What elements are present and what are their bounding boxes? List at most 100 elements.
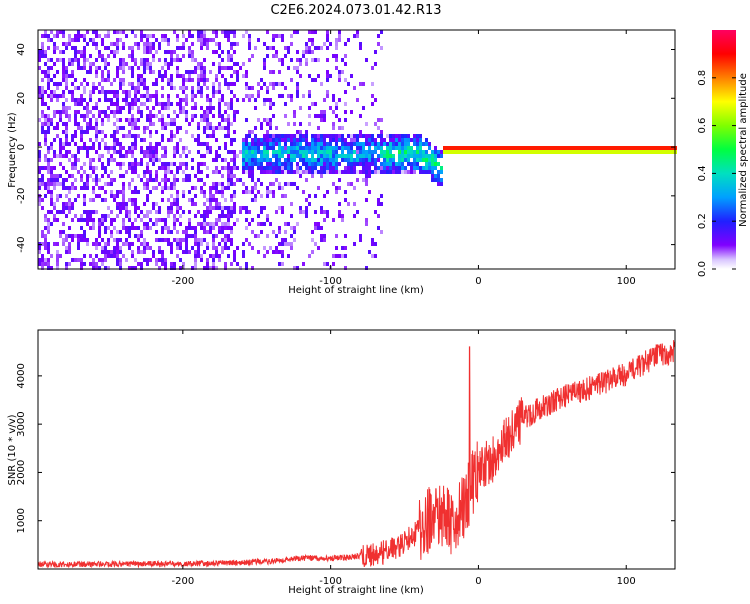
heatmap-cell <box>227 118 230 122</box>
heatmap-cell <box>380 150 383 154</box>
heatmap-cell <box>77 110 80 114</box>
spectrogram-x-tick-label: 100 <box>617 276 636 287</box>
heatmap-cell <box>389 162 392 166</box>
heatmap-cell <box>365 222 368 226</box>
heatmap-cell <box>395 170 398 174</box>
heatmap-cell <box>230 122 233 126</box>
heatmap-cell <box>164 226 167 230</box>
heatmap-cell <box>215 126 218 130</box>
heatmap-cell <box>356 30 359 34</box>
heatmap-cell <box>140 158 143 162</box>
heatmap-cell <box>329 158 332 162</box>
heatmap-cell <box>551 146 554 150</box>
heatmap-cell <box>311 146 314 150</box>
heatmap-cell <box>80 218 83 222</box>
heatmap-cell <box>461 146 464 150</box>
heatmap-cell <box>371 134 374 138</box>
heatmap-cell <box>329 166 332 170</box>
heatmap-cell <box>404 150 407 154</box>
heatmap-cell <box>41 254 44 258</box>
heatmap-cell <box>230 182 233 186</box>
heatmap-cell <box>326 162 329 166</box>
heatmap-cell <box>137 106 140 110</box>
heatmap-cell <box>182 250 185 254</box>
heatmap-cell <box>191 54 194 58</box>
heatmap-cell <box>239 178 242 182</box>
heatmap-cell <box>191 94 194 98</box>
heatmap-cell <box>218 82 221 86</box>
heatmap-cell <box>119 86 122 90</box>
heatmap-cell <box>389 166 392 170</box>
heatmap-cell <box>263 42 266 46</box>
heatmap-cell <box>191 86 194 90</box>
heatmap-cell <box>377 226 380 230</box>
heatmap-cell <box>431 162 434 166</box>
heatmap-cell <box>44 194 47 198</box>
heatmap-cell <box>89 218 92 222</box>
heatmap-cell <box>158 74 161 78</box>
heatmap-cell <box>356 134 359 138</box>
heatmap-cell <box>311 162 314 166</box>
heatmap-cell <box>182 194 185 198</box>
heatmap-cell <box>113 138 116 142</box>
heatmap-cell <box>131 226 134 230</box>
heatmap-cell <box>71 234 74 238</box>
heatmap-cell <box>83 218 86 222</box>
heatmap-cell <box>230 30 233 34</box>
heatmap-cell <box>167 242 170 246</box>
heatmap-cell <box>134 258 137 262</box>
heatmap-cell <box>131 70 134 74</box>
heatmap-cell <box>146 166 149 170</box>
heatmap-cell <box>380 118 383 122</box>
heatmap-cell <box>59 254 62 258</box>
heatmap-cell <box>119 118 122 122</box>
heatmap-cell <box>350 170 353 174</box>
heatmap-cell <box>191 186 194 190</box>
heatmap-cell <box>188 198 191 202</box>
heatmap-cell <box>380 146 383 150</box>
heatmap-cell <box>89 118 92 122</box>
heatmap-cell <box>299 174 302 178</box>
heatmap-cell <box>338 202 341 206</box>
heatmap-cell <box>83 198 86 202</box>
heatmap-cell <box>206 86 209 90</box>
heatmap-cell <box>251 218 254 222</box>
heatmap-cell <box>38 170 41 174</box>
heatmap-cell <box>380 138 383 142</box>
heatmap-cell <box>182 78 185 82</box>
heatmap-cell <box>296 30 299 34</box>
heatmap-cell <box>122 162 125 166</box>
heatmap-cell <box>377 158 380 162</box>
heatmap-cell <box>326 210 329 214</box>
heatmap-cell <box>89 70 92 74</box>
heatmap-cell <box>59 234 62 238</box>
heatmap-cell <box>368 146 371 150</box>
heatmap-cell <box>224 242 227 246</box>
heatmap-cell <box>161 126 164 130</box>
heatmap-cell <box>488 146 491 150</box>
heatmap-cell <box>146 58 149 62</box>
heatmap-cell <box>593 150 596 154</box>
heatmap-cell <box>344 266 347 270</box>
heatmap-cell <box>206 110 209 114</box>
heatmap-cell <box>185 38 188 42</box>
heatmap-cell <box>218 102 221 106</box>
heatmap-cell <box>290 98 293 102</box>
heatmap-cell <box>221 238 224 242</box>
heatmap-cell <box>95 34 98 38</box>
heatmap-cell <box>71 62 74 66</box>
heatmap-cell <box>359 46 362 50</box>
heatmap-cell <box>155 50 158 54</box>
heatmap-cell <box>107 98 110 102</box>
heatmap-cell <box>188 218 191 222</box>
heatmap-cell <box>248 58 251 62</box>
heatmap-cell <box>278 34 281 38</box>
heatmap-cell <box>296 266 299 270</box>
heatmap-cell <box>131 106 134 110</box>
heatmap-cell <box>224 238 227 242</box>
heatmap-cell <box>50 166 53 170</box>
heatmap-cell <box>266 158 269 162</box>
heatmap-cell <box>404 134 407 138</box>
heatmap-cell <box>143 182 146 186</box>
heatmap-cell <box>152 178 155 182</box>
